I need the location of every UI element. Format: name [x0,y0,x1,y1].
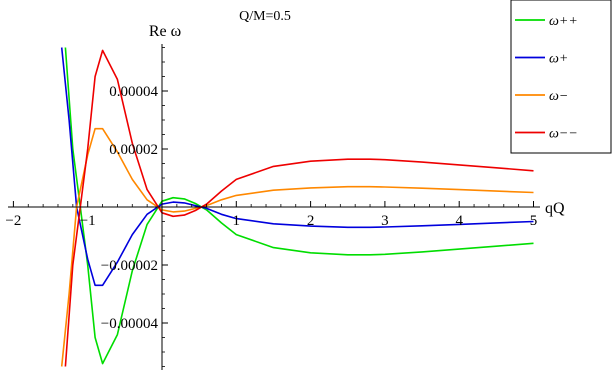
x-axis-label: qQ [545,200,565,217]
legend-label: ω++ [549,14,578,29]
legend-label: ω−− [549,127,578,142]
x-tick-label: 1 [233,213,241,229]
series-layer [60,47,534,367]
x-tick-label: 5 [530,213,538,229]
x-tick-label: 3 [381,213,389,229]
axes [8,44,540,370]
y-tick-label: 0.00004 [109,84,158,100]
y-tick-label: −0.00002 [101,258,158,274]
legend-items: ω++ ω+ ω− ω−− [515,14,578,142]
x-tick-label: 4 [455,213,463,229]
series-line [64,47,534,365]
y-axis-label: Re ω [149,23,181,40]
chart-title: Q/M=0.5 [239,9,291,24]
y-tick-label: −0.00004 [101,316,159,332]
x-tick-label: −1 [80,213,96,229]
legend-label: ω+ [549,52,568,67]
y-tick-label: 0.00002 [109,142,158,158]
x-tick-label: −2 [5,213,21,229]
plot-area: −2 −1 1 2 3 4 5 −0.00004 −0.00002 0.00002 0.00004 [5,44,540,370]
ticks: −2 −1 1 2 3 4 5 −0.00004 −0.00002 0.00002 0.00004 [5,47,538,367]
series-line [64,49,534,367]
legend-label: ω− [549,89,568,104]
legend: ω++ ω+ ω− ω−− [510,0,612,154]
x-tick-label: 2 [307,213,315,229]
legend-box [510,0,612,154]
series-line [60,47,534,287]
series-line [60,127,534,367]
